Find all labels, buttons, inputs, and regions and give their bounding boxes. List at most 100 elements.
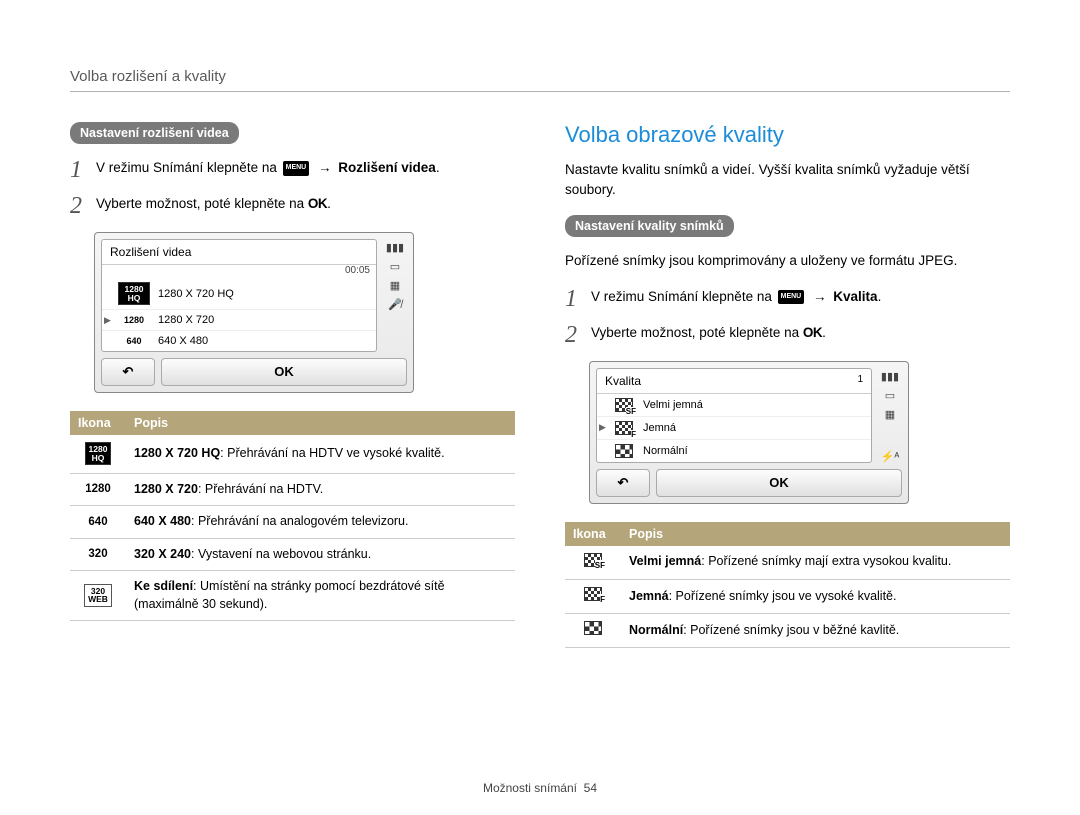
quality-pill: Nastavení kvality snímků [565, 215, 734, 237]
row-bold: Velmi jemná [629, 554, 701, 568]
step-number: 2 [70, 194, 96, 218]
row-bold: 1280 X 720 HQ [134, 446, 220, 460]
res-icon: 1280 [118, 315, 150, 325]
row-icon: 320WEB [84, 584, 112, 607]
row-icon: 640 [70, 506, 126, 539]
page-footer: Možnosti snímání 54 [0, 781, 1080, 795]
list-item[interactable]: 640 640 X 480 [102, 331, 376, 351]
right-step-1: 1 V režimu Snímání klepněte na MENU → Kv… [565, 287, 1010, 311]
quality-icon [615, 421, 633, 435]
row-desc: : Vystavení na webovou stránku. [191, 547, 371, 561]
step-target: Kvalita [833, 289, 877, 304]
left-step-1: 1 V režimu Snímání klepněte na MENU → Ro… [70, 158, 515, 182]
res-icon: 1280 HQ [118, 282, 150, 305]
quality-table: Ikona Popis Velmi jemná: Pořízené snímky… [565, 522, 1010, 648]
back-button[interactable]: ↶ [596, 469, 650, 497]
table-row: 1280 1280 X 720: Přehrávání na HDTV. [70, 473, 515, 506]
ok-button[interactable]: OK [161, 358, 407, 386]
res-indicator-icon: ▭ [390, 262, 400, 273]
res-icon: 640 [118, 336, 150, 346]
row-bold: Jemná [629, 589, 669, 603]
table-row: Normální: Pořízené snímky jsou v běžné k… [565, 613, 1010, 647]
lcd-side-icons: ▮▮▮ ▭ ▦ 🎤̸ [377, 239, 407, 352]
menu-icon: MENU [778, 290, 805, 305]
video-res-screen: Rozlišení videa 00:05 1280 HQ 1280 X 720… [94, 232, 414, 393]
fps-icon: ▦ [390, 281, 400, 292]
lcd-time: 00:05 [102, 265, 376, 276]
battery-icon: ▮▮▮ [881, 372, 899, 383]
row-icon: 320 [70, 538, 126, 571]
ok-inline: OK [803, 325, 822, 340]
th-icon: Ikona [565, 522, 621, 546]
step-text: Vyberte možnost, poté klepněte na [591, 325, 799, 340]
right-column: Volba obrazové kvality Nastavte kvalitu … [565, 122, 1010, 648]
list-item[interactable]: Velmi jemná [597, 394, 871, 417]
table-row: Jemná: Pořízené snímky jsou ve vysoké kv… [565, 579, 1010, 613]
row-desc: : Přehrávání na HDTV. [198, 482, 323, 496]
row-icon [584, 587, 602, 601]
ok-inline: OK [308, 196, 327, 211]
back-button[interactable]: ↶ [101, 358, 155, 386]
row-desc: : Přehrávání na analogovém televizoru. [191, 514, 409, 528]
list-item-label: 1280 X 720 HQ [158, 288, 234, 300]
step-text: V režimu Snímání klepněte na [96, 160, 277, 175]
quality-icon [615, 398, 633, 412]
table-row: 320 320 X 240: Vystavení na webovou strá… [70, 538, 515, 571]
step-target: Rozlišení videa [338, 160, 436, 175]
jpeg-note: Pořízené snímky jsou komprimovány a ulož… [565, 251, 1010, 271]
step-number: 1 [565, 287, 591, 311]
video-res-pill: Nastavení rozlišení videa [70, 122, 239, 144]
left-column: Nastavení rozlišení videa 1 V režimu Sní… [70, 122, 515, 648]
row-desc: : Pořízené snímky jsou ve vysoké kvalitě… [669, 589, 897, 603]
size-icon: ▭ [885, 391, 895, 402]
list-item-label: 640 X 480 [158, 335, 208, 347]
intro-text: Nastavte kvalitu snímků a videí. Vyšší k… [565, 160, 1010, 199]
row-icon [584, 621, 602, 635]
mic-off-icon: 🎤̸ [388, 300, 402, 311]
list-item[interactable]: 1280 1280 X 720 [102, 310, 376, 331]
list-item-label: Jemná [643, 422, 676, 434]
list-item-label: 1280 X 720 [158, 314, 214, 326]
th-icon: Ikona [70, 411, 126, 435]
list-item[interactable]: 1280 HQ 1280 X 720 HQ [102, 278, 376, 310]
row-desc: : Pořízené snímky mají extra vysokou kva… [701, 554, 951, 568]
list-item[interactable]: Jemná [597, 417, 871, 440]
page-title: Volba rozlišení a kvality [70, 68, 226, 85]
row-desc: : Přehrávání na HDTV ve vysoké kvalitě. [220, 446, 444, 460]
ok-button[interactable]: OK [656, 469, 902, 497]
step-text: Vyberte možnost, poté klepněte na [96, 196, 304, 211]
list-item-label: Velmi jemná [643, 399, 703, 411]
row-icon: 1280HQ [85, 442, 112, 465]
th-desc: Popis [621, 522, 1010, 546]
footer-section: Možnosti snímání [483, 781, 577, 795]
arrow-icon: → [813, 289, 827, 304]
row-bold: 320 X 240 [134, 547, 191, 561]
footer-page: 54 [584, 781, 597, 795]
menu-icon: MENU [283, 161, 310, 176]
step-number: 1 [70, 158, 96, 182]
quality-icon [615, 444, 633, 458]
section-title: Volba obrazové kvality [565, 122, 1010, 148]
battery-icon: ▮▮▮ [386, 243, 404, 254]
step-number: 2 [565, 323, 591, 347]
step-text: V režimu Snímání klepněte na [591, 289, 772, 304]
table-row: 1280HQ 1280 X 720 HQ: Přehrávání na HDTV… [70, 435, 515, 473]
flash-icon: ⚡ᴬ [881, 452, 900, 463]
page-header: Volba rozlišení a kvality [70, 68, 1010, 92]
quality-indicator-icon: ▦ [885, 410, 895, 421]
th-desc: Popis [126, 411, 515, 435]
right-step-2: 2 Vyberte možnost, poté klepněte na OK. [565, 323, 1010, 347]
left-step-2: 2 Vyberte možnost, poté klepněte na OK. [70, 194, 515, 218]
row-bold: 640 X 480 [134, 514, 191, 528]
row-bold: Ke sdílení [134, 579, 193, 593]
table-row: 320WEB Ke sdílení: Umístění na stránky p… [70, 571, 515, 621]
list-item[interactable]: Normální [597, 440, 871, 462]
lcd-counter: 1 [857, 374, 863, 388]
row-desc: : Pořízené snímky jsou v běžné kavlitě. [683, 623, 899, 637]
row-icon [584, 553, 602, 567]
quality-screen: Kvalita 1 Velmi jemná Jemná Normální [589, 361, 909, 504]
row-bold: 1280 X 720 [134, 482, 198, 496]
lcd-side-icons: ▮▮▮ ▭ ▦ ⚡ᴬ [872, 368, 902, 463]
table-row: Velmi jemná: Pořízené snímky mají extra … [565, 546, 1010, 580]
row-icon: 1280 [70, 473, 126, 506]
